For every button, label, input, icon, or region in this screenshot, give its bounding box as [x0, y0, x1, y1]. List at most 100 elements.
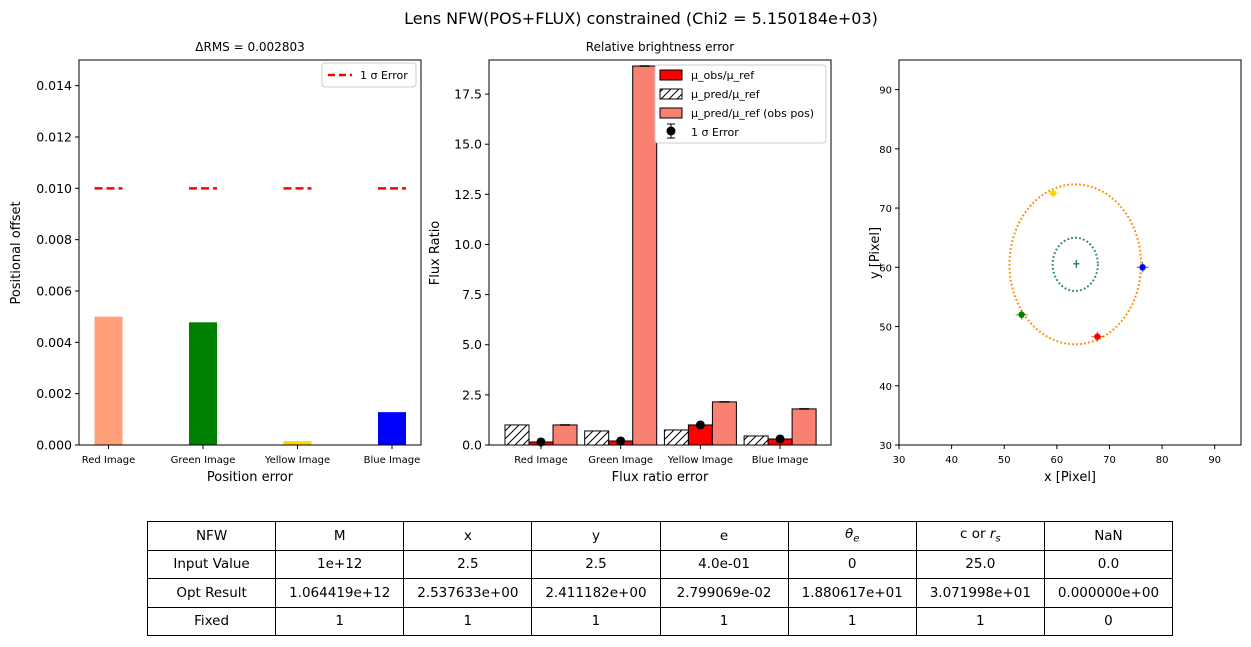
panel3-axes	[898, 59, 1242, 446]
panel3-x-tick-label: 50	[998, 455, 1011, 466]
position-error-bars	[94, 316, 406, 445]
panel1-legend: 1 σ Error	[321, 62, 417, 88]
table-header-cell: x	[403, 521, 533, 551]
panel3-y-tick-label: 60	[879, 263, 892, 274]
panel3-y-tick-label: 40	[879, 382, 892, 393]
table-cell: 2.5	[403, 549, 533, 579]
table-cell: 25.0	[915, 549, 1045, 579]
error-point-red-image	[536, 437, 546, 447]
table-header-cell: y	[531, 521, 661, 551]
source-marker	[1073, 259, 1080, 268]
panel2-title: Relative brightness error	[586, 40, 734, 54]
panel2-y-tick-label: 5.0	[462, 337, 482, 352]
panel2-y-tick-label: 12.5	[454, 187, 482, 202]
error-point-blue-image	[775, 434, 785, 444]
panel2-y-ticks: 0.0 2.5 5.0 7.5 10.0 12.5 15.0 17.5	[454, 87, 489, 453]
mu-pred-obs-pos-bar-red-image	[552, 424, 578, 446]
panel2-legend: μ_obs/μ_ref μ_pred/μ_ref μ_pred/μ_ref (o…	[654, 64, 827, 144]
lens-curves	[1008, 183, 1143, 346]
table-header-cell: c or rs	[915, 521, 1045, 551]
table-cell: Opt Result	[146, 578, 277, 608]
image-point-yellow-image	[1049, 190, 1057, 197]
panel1-y-tick-label: 0.002	[36, 386, 72, 401]
legend-mu-pred-label: μ_pred/μ_ref	[691, 88, 761, 101]
panel1-y-tick-label: 0.014	[36, 78, 72, 93]
position-bar-red-image	[94, 316, 123, 445]
table-cell: Input Value	[146, 549, 277, 579]
mu-pred-bar-yellow-image	[663, 429, 689, 446]
table-cell: 2.537633e+00	[403, 578, 533, 608]
panel2-y-tick-label: 10.0	[454, 237, 482, 252]
panel1-title: ΔRMS = 0.002803	[195, 40, 304, 54]
panel2-y-tick-label: 0.0	[462, 438, 482, 453]
panel1-y-tick-label: 0.008	[36, 232, 72, 247]
legend-mu-pred-obs-label: μ_pred/μ_ref (obs pos)	[691, 107, 814, 120]
panel1-x-tick-label: Red Image	[82, 455, 136, 466]
mu-pred-obs-pos-bar-blue-image	[791, 408, 817, 446]
panel1-axes	[78, 59, 422, 446]
mu-pred-obs-pos-bar-yellow-image	[711, 401, 737, 446]
flux-ratio-panel: Relative brightness error 0.0 2.5 5.0 7.5 10…	[428, 40, 832, 485]
panel1-y-ticks: 0.000 0.002 0.004 0.006 0.008 0.010 0.012 0.014	[36, 78, 79, 453]
panel3-y-tick-label: 80	[879, 145, 892, 156]
panel1-x-tick-label: Green Image	[171, 455, 236, 466]
image-points	[1015, 188, 1149, 342]
table-cell: Fixed	[146, 606, 277, 636]
table-cell: 1e+12	[275, 549, 405, 579]
panel3-x-tick-label: 80	[1156, 455, 1169, 466]
table-cell: 2.799069e-02	[659, 578, 789, 608]
error-point-green-image	[616, 436, 626, 446]
panel3-x-ticks: 30 40 50 60 70 80 90	[893, 445, 1221, 466]
panel2-x-tick-label: Red Image	[514, 455, 568, 466]
panel1-y-tick-label: 0.004	[36, 335, 72, 350]
panel2-y-tick-label: 17.5	[454, 87, 482, 102]
panel1-y-tick-label: 0.006	[36, 284, 72, 299]
table-header-cell: NaN	[1043, 521, 1174, 551]
position-bar-blue-image	[378, 412, 406, 445]
image-point-red-image	[1094, 333, 1101, 340]
panel2-x-tick-label: Blue Image	[752, 455, 809, 466]
table-cell: 1	[275, 606, 405, 636]
panel3-x-tick-label: 70	[1103, 455, 1116, 466]
panel2-x-ticks: Red Image Green Image Yellow Image Blue Ima…	[514, 445, 808, 466]
panel3-xlabel: x [Pixel]	[1044, 470, 1096, 485]
mu-pred-bar-blue-image	[743, 435, 769, 446]
table-header-cell: e	[659, 521, 789, 551]
table-cell: 0.0	[1043, 549, 1174, 579]
panel1-x-tick-label: Blue Image	[364, 455, 421, 466]
panel3-y-ticks: 30 40 50 60 70 80 90	[879, 86, 899, 452]
panel2-ylabel: Flux Ratio	[428, 221, 443, 286]
table-header-cell: θe	[787, 521, 917, 551]
legend-mu-pred-swatch	[659, 88, 683, 100]
image-point-green-image	[1018, 311, 1025, 318]
table-cell: 3.071998e+01	[915, 578, 1045, 608]
legend-error-swatch	[666, 126, 676, 136]
panel2-x-tick-label: Green Image	[588, 455, 653, 466]
table-cell: 1	[915, 606, 1045, 636]
table-cell: 0	[787, 549, 917, 579]
panel3-y-tick-label: 50	[879, 323, 892, 334]
panel2-y-tick-label: 15.0	[454, 137, 482, 152]
legend-error-label: 1 σ Error	[691, 126, 739, 139]
panel3-y-tick-label: 90	[879, 86, 892, 97]
panel1-xlabel: Position error	[207, 470, 294, 485]
position-bar-yellow-image	[283, 441, 312, 445]
image-point-blue-image	[1139, 264, 1146, 271]
figure-suptitle: Lens NFW(POS+FLUX) constrained (Chi2 = 5…	[404, 9, 878, 28]
table-cell: 2.411182e+00	[531, 578, 661, 608]
legend-mu-obs-swatch	[659, 69, 683, 81]
table-header-cell: M	[275, 521, 405, 551]
table-cell: 1	[787, 606, 917, 636]
panel2-y-tick-label: 7.5	[462, 287, 482, 302]
panel2-y-tick-label: 2.5	[462, 387, 482, 402]
table-cell: 1	[659, 606, 789, 636]
table-cell: 0	[1043, 606, 1174, 636]
table-cell: 0.000000e+00	[1043, 578, 1174, 608]
position-error-panel: ΔRMS = 0.002803 0.0000.0020.0040.0060.00…	[9, 40, 422, 485]
table-row: Opt Result 1.064419e+12 2.537633e+00 2.4111…	[146, 578, 1174, 608]
panel1-x-ticks: Red Image Green Image Yellow Image Blue Ima…	[82, 445, 421, 466]
panel3-x-tick-label: 40	[945, 455, 958, 466]
